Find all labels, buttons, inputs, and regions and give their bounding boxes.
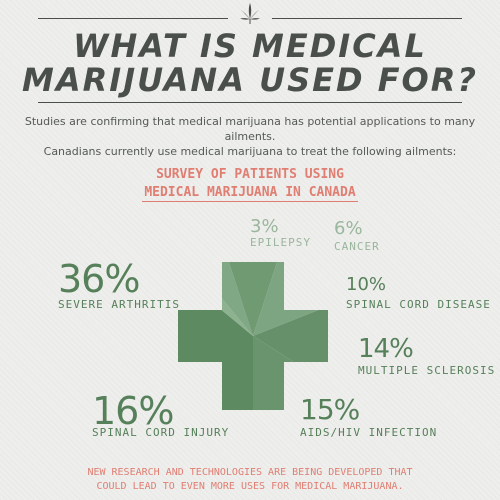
pct-aids-hiv: 15% bbox=[300, 393, 360, 426]
page-title-line-2: MARIJUANA USED FOR? bbox=[22, 61, 478, 99]
intro-text: Studies are confirming that medical mari… bbox=[20, 114, 480, 159]
title-rule bbox=[38, 102, 462, 103]
pct-spinal-cord-disease: 10% bbox=[346, 274, 387, 295]
intro-line-1: Studies are confirming that medical mari… bbox=[24, 115, 476, 143]
footer-line-2: COULD LEAD TO EVEN MORE USES FOR MEDICAL… bbox=[96, 481, 404, 492]
label-spinal-cord-disease: SPINAL CORD DISEASE bbox=[346, 298, 491, 311]
footer-line-1: NEW RESEARCH AND TECHNOLOGIES ARE BEING … bbox=[87, 467, 413, 478]
survey-title-line-2: MEDICAL MARIJUANA IN CANADA bbox=[144, 185, 356, 200]
pct-spinal-cord-injury: 16% bbox=[92, 389, 174, 433]
label-severe-arthritis: SEVERE ARTHRITIS bbox=[58, 298, 180, 311]
cannabis-leaf-icon bbox=[240, 3, 260, 24]
label-epilepsy: EPILEPSY bbox=[250, 236, 311, 249]
pct-severe-arthritis: 36% bbox=[58, 257, 140, 301]
label-cancer: CANCER bbox=[334, 240, 380, 253]
pct-cancer: 6% bbox=[334, 218, 363, 239]
label-multiple-sclerosis: MULTIPLE SCLEROSIS bbox=[358, 364, 496, 377]
pct-multiple-sclerosis: 14% bbox=[358, 334, 414, 364]
label-spinal-cord-injury: SPINAL CORD INJURY bbox=[92, 426, 230, 439]
intro-line-2: Canadians currently use medical marijuan… bbox=[43, 145, 457, 158]
label-aids-hiv: AIDS/HIV INFECTION bbox=[300, 426, 438, 439]
page-title-line-1: WHAT IS MEDICAL bbox=[73, 27, 427, 65]
header-rule-right bbox=[272, 18, 462, 19]
survey-title-rule bbox=[142, 201, 358, 202]
pct-epilepsy: 3% bbox=[250, 216, 279, 237]
survey-title-line-1: SURVEY OF PATIENTS USING bbox=[156, 167, 344, 182]
header-rule-left bbox=[38, 18, 228, 19]
cross-pie-chart bbox=[178, 262, 328, 410]
footer-note: NEW RESEARCH AND TECHNOLOGIES ARE BEING … bbox=[0, 466, 500, 494]
slice-cancer bbox=[178, 262, 253, 336]
